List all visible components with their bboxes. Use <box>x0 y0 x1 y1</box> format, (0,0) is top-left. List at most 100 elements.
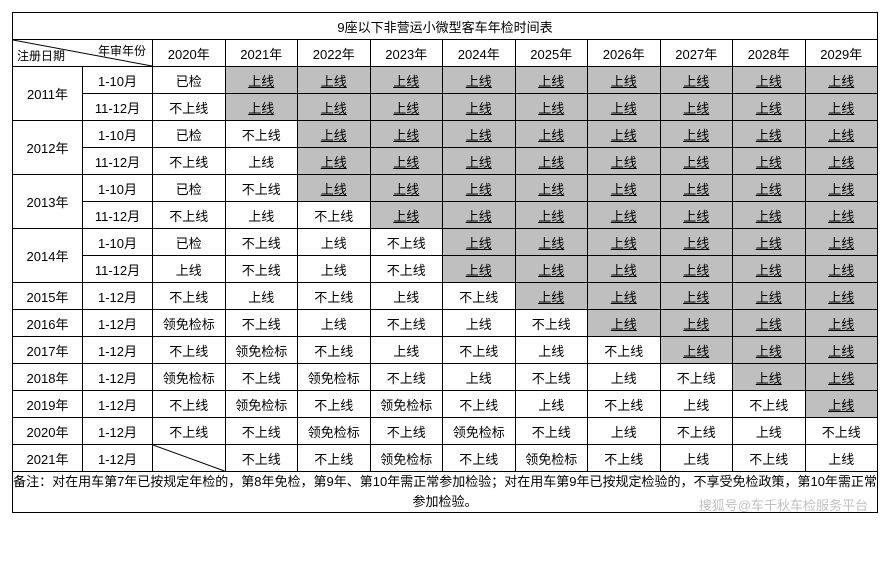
year-header: 2023年 <box>370 40 443 67</box>
table-row: 2019年1-12月不上线领免检标不上线领免检标不上线上线不上线上线不上线上线 <box>13 391 878 418</box>
status-cell: 不上线 <box>298 337 371 364</box>
status-cell: 上线 <box>733 229 806 256</box>
month-cell: 1-12月 <box>83 418 153 445</box>
month-cell: 1-10月 <box>83 121 153 148</box>
status-cell <box>153 445 226 472</box>
reg-year-cell: 2013年 <box>13 175 83 229</box>
table-row: 2016年1-12月领免检标不上线上线不上线上线不上线上线上线上线上线 <box>13 310 878 337</box>
status-cell: 上线 <box>660 229 733 256</box>
status-cell: 上线 <box>805 148 878 175</box>
status-cell: 上线 <box>805 283 878 310</box>
status-cell: 领免检标 <box>443 418 516 445</box>
table-row: 2011年1-10月已检上线上线上线上线上线上线上线上线上线 <box>13 67 878 94</box>
status-cell: 上线 <box>733 364 806 391</box>
status-cell: 上线 <box>588 310 661 337</box>
reg-year-cell: 2016年 <box>13 310 83 337</box>
month-cell: 1-10月 <box>83 67 153 94</box>
header-diagonal: 年审年份注册日期 <box>13 40 153 67</box>
reg-year-cell: 2017年 <box>13 337 83 364</box>
reg-year-cell: 2018年 <box>13 364 83 391</box>
status-cell: 上线 <box>443 202 516 229</box>
table-row: 2017年1-12月不上线领免检标不上线上线不上线上线不上线上线上线上线 <box>13 337 878 364</box>
table-row: 2014年1-10月已检不上线上线不上线上线上线上线上线上线上线 <box>13 229 878 256</box>
status-cell: 不上线 <box>515 310 588 337</box>
status-cell: 不上线 <box>298 202 371 229</box>
table-row: 11-12月上线不上线上线不上线上线上线上线上线上线上线 <box>13 256 878 283</box>
status-cell: 上线 <box>660 256 733 283</box>
status-cell: 不上线 <box>515 418 588 445</box>
status-cell: 不上线 <box>588 391 661 418</box>
status-cell: 不上线 <box>298 283 371 310</box>
status-cell: 上线 <box>805 202 878 229</box>
status-cell: 上线 <box>443 310 516 337</box>
status-cell: 上线 <box>443 121 516 148</box>
status-cell: 已检 <box>153 175 226 202</box>
status-cell: 不上线 <box>225 175 298 202</box>
table-row: 2021年1-12月不上线不上线领免检标不上线领免检标不上线上线不上线上线 <box>13 445 878 472</box>
header-diag-bottom: 注册日期 <box>17 47 65 64</box>
status-cell: 上线 <box>588 364 661 391</box>
status-cell: 领免检标 <box>225 337 298 364</box>
status-cell: 不上线 <box>225 418 298 445</box>
status-cell: 上线 <box>515 256 588 283</box>
reg-year-cell: 2021年 <box>13 445 83 472</box>
note-cell: 备注：对在用车第7年已按规定年检的，第8年免检，第9年、第10年需正常参加检验；… <box>13 472 878 513</box>
status-cell: 上线 <box>660 175 733 202</box>
status-cell: 上线 <box>515 148 588 175</box>
status-cell: 上线 <box>370 202 443 229</box>
status-cell: 上线 <box>733 337 806 364</box>
month-cell: 1-10月 <box>83 229 153 256</box>
status-cell: 上线 <box>660 445 733 472</box>
status-cell: 上线 <box>805 310 878 337</box>
status-cell: 不上线 <box>225 364 298 391</box>
status-cell: 不上线 <box>225 121 298 148</box>
status-cell: 领免检标 <box>298 364 371 391</box>
status-cell: 上线 <box>805 445 878 472</box>
year-header: 2027年 <box>660 40 733 67</box>
status-cell: 上线 <box>660 391 733 418</box>
status-cell: 不上线 <box>443 391 516 418</box>
status-cell: 不上线 <box>225 229 298 256</box>
month-cell: 11-12月 <box>83 256 153 283</box>
status-cell: 不上线 <box>660 418 733 445</box>
status-cell: 不上线 <box>515 364 588 391</box>
status-cell: 不上线 <box>443 283 516 310</box>
status-cell: 上线 <box>588 121 661 148</box>
table-row: 2015年1-12月不上线上线不上线上线不上线上线上线上线上线上线 <box>13 283 878 310</box>
status-cell: 上线 <box>443 175 516 202</box>
status-cell: 上线 <box>733 418 806 445</box>
status-cell: 上线 <box>298 148 371 175</box>
status-cell: 不上线 <box>298 445 371 472</box>
table-row: 2020年1-12月不上线不上线领免检标不上线领免检标不上线上线不上线上线不上线 <box>13 418 878 445</box>
month-cell: 11-12月 <box>83 202 153 229</box>
reg-year-cell: 2020年 <box>13 418 83 445</box>
status-cell: 上线 <box>805 337 878 364</box>
status-cell: 上线 <box>298 229 371 256</box>
status-cell: 上线 <box>515 391 588 418</box>
table-row: 11-12月不上线上线上线上线上线上线上线上线上线上线 <box>13 94 878 121</box>
status-cell: 上线 <box>733 175 806 202</box>
status-cell: 不上线 <box>298 391 371 418</box>
status-cell: 上线 <box>153 256 226 283</box>
status-cell: 上线 <box>515 337 588 364</box>
status-cell: 领免检标 <box>225 391 298 418</box>
status-cell: 上线 <box>588 175 661 202</box>
status-cell: 上线 <box>225 67 298 94</box>
status-cell: 上线 <box>805 391 878 418</box>
status-cell: 上线 <box>733 283 806 310</box>
status-cell: 不上线 <box>370 256 443 283</box>
status-cell: 领免检标 <box>515 445 588 472</box>
status-cell: 上线 <box>443 148 516 175</box>
status-cell: 已检 <box>153 67 226 94</box>
year-header: 2028年 <box>733 40 806 67</box>
month-cell: 1-12月 <box>83 364 153 391</box>
status-cell: 不上线 <box>153 337 226 364</box>
month-cell: 1-12月 <box>83 391 153 418</box>
year-header: 2029年 <box>805 40 878 67</box>
status-cell: 已检 <box>153 121 226 148</box>
status-cell: 不上线 <box>733 445 806 472</box>
status-cell: 上线 <box>805 67 878 94</box>
status-cell: 上线 <box>515 175 588 202</box>
status-cell: 上线 <box>805 256 878 283</box>
status-cell: 不上线 <box>370 418 443 445</box>
